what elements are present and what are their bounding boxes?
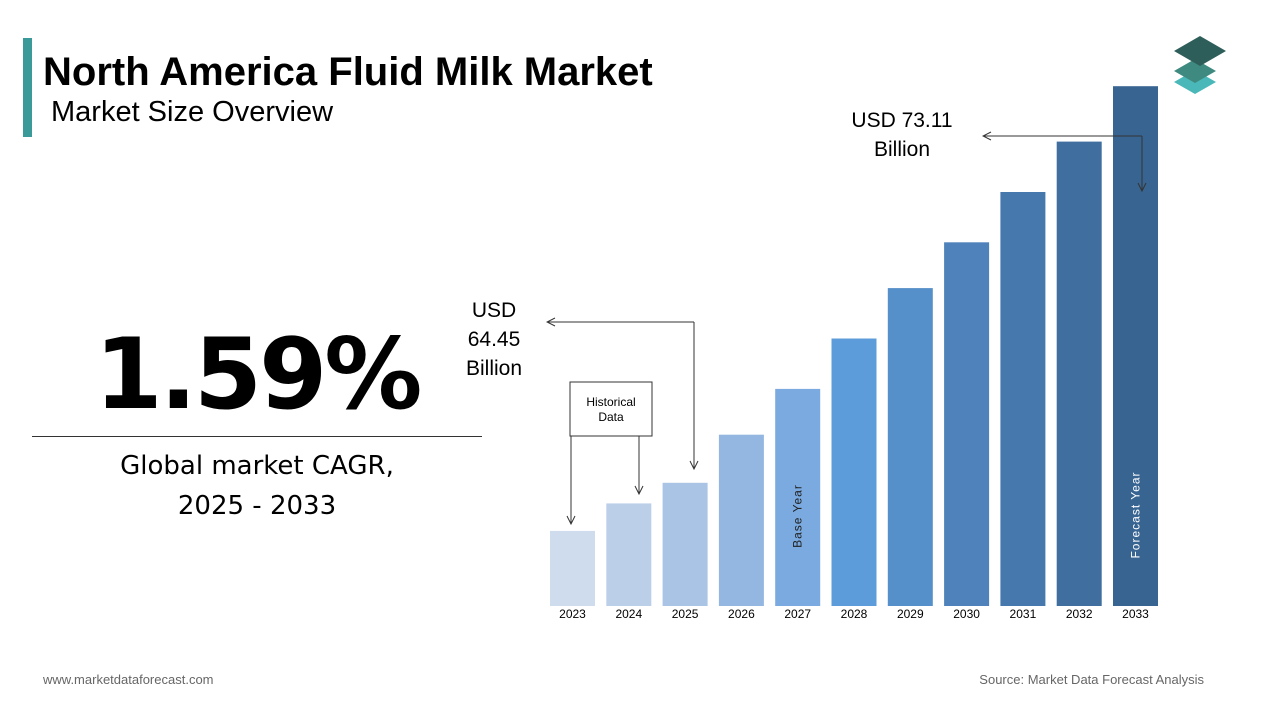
end-value-line1: USD 73.11 — [851, 109, 952, 132]
end-value-line2: Billion — [874, 138, 930, 161]
x-tick-label-2031: 2031 — [1010, 607, 1037, 621]
cagr-caption-period: 2025 - 2033 — [177, 491, 337, 521]
page-title: North America Fluid Milk Market — [43, 50, 653, 94]
x-tick-label-2024: 2024 — [615, 607, 642, 621]
page-subtitle: Market Size Overview — [51, 96, 334, 128]
historical-data-line1: Historical — [586, 395, 635, 409]
x-tick-label-2026: 2026 — [728, 607, 755, 621]
bar-2023 — [550, 530, 595, 606]
bar-2029 — [887, 288, 933, 606]
x-tick-label-2032: 2032 — [1066, 607, 1093, 621]
bar-label-2033: Forecast Year — [1129, 471, 1143, 558]
x-tick-label-2030: 2030 — [953, 607, 980, 621]
bar-2030 — [944, 242, 990, 607]
footer-website: www.marketdataforecast.com — [43, 672, 214, 687]
cagr-value: 1.59% — [94, 318, 423, 432]
footer-source: Source: Market Data Forecast Analysis — [979, 672, 1204, 687]
logo-layer-middle — [1174, 59, 1216, 83]
bar-label-2027: Base Year — [791, 484, 805, 548]
start-value-line2: 64.45 — [468, 328, 521, 351]
bar-2026 — [718, 434, 764, 606]
logo-icon — [1174, 36, 1226, 94]
start-value-line1: USD — [472, 299, 516, 322]
bar-2027 — [775, 388, 821, 606]
cagr-caption: Global market CAGR, 2025 - 2033 — [32, 446, 482, 526]
historical-data-box — [569, 381, 653, 437]
x-tick-label-2027: 2027 — [784, 607, 811, 621]
cagr-caption-line1: Global market CAGR, — [120, 451, 394, 481]
logo-layer-top — [1174, 36, 1226, 66]
bar-2028 — [831, 338, 877, 606]
bar-2032 — [1056, 141, 1102, 606]
x-tick-label-2025: 2025 — [672, 607, 699, 621]
chart-annotations: USD 73.11 Billion USD 64.45 Billion Hist… — [466, 109, 1142, 524]
kpi-divider — [32, 436, 482, 437]
bar-2031 — [1000, 192, 1046, 606]
bar-2033 — [1113, 86, 1158, 606]
historical-data-line2: Data — [598, 410, 624, 424]
title-accent-bar — [23, 38, 32, 137]
x-tick-label-2033: 2033 — [1122, 607, 1149, 621]
x-tick-label-2023: 2023 — [559, 607, 586, 621]
x-tick-label-2028: 2028 — [841, 607, 868, 621]
x-tick-label-2029: 2029 — [897, 607, 924, 621]
bar-2025 — [662, 482, 708, 606]
start-value-line3: Billion — [466, 357, 522, 380]
bar-2024 — [606, 503, 652, 606]
